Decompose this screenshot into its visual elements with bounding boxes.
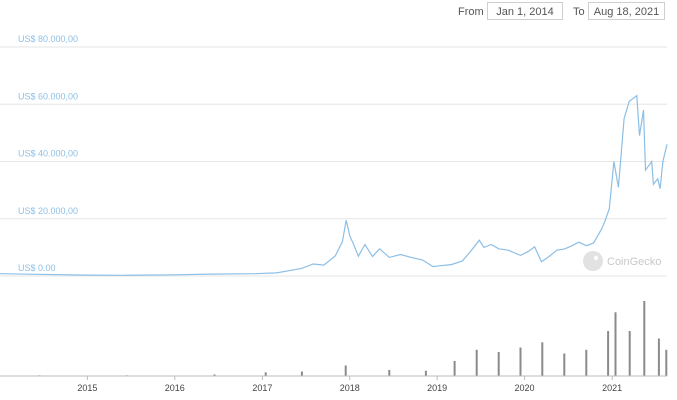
y-axis-labels: US$ 0.00 US$ 20.000,00 US$ 40.000,00 US$ 60… (18, 34, 78, 273)
volume-bar (585, 349, 588, 377)
volume-bars (38, 301, 668, 377)
from-label: From (458, 6, 484, 18)
volume-bar (657, 338, 660, 376)
to-date-input[interactable]: Aug 18, 2021 (588, 2, 665, 20)
x-tick-label: 2015 (77, 383, 97, 393)
y-tick-label: US$ 80.000,00 (18, 34, 78, 44)
x-tick-label: 2019 (427, 383, 447, 393)
volume-bar (563, 353, 566, 376)
y-tick-label: US$ 60.000,00 (18, 91, 78, 101)
x-tick-label: 2017 (252, 383, 272, 393)
volume-bar (519, 347, 522, 376)
volume-bar (264, 372, 267, 377)
volume-bar (614, 312, 617, 377)
volume-bar (607, 331, 610, 376)
y-tick-label: US$ 20.000,00 (18, 206, 78, 216)
x-axis-labels: 2015 2016 2017 2018 2019 2020 2021 (77, 376, 622, 393)
grid-lines (0, 46, 667, 277)
x-tick-label: 2021 (602, 383, 622, 393)
from-date-input[interactable]: Jan 1, 2014 (487, 2, 563, 20)
coingecko-watermark: CoinGecko (583, 251, 661, 271)
volume-bar (344, 365, 347, 376)
volume-bar (628, 331, 631, 376)
volume-bar (665, 349, 668, 377)
coingecko-logo-icon (583, 251, 603, 271)
volume-bar (475, 349, 478, 377)
date-range-bar: From Jan 1, 2014 To Aug 18, 2021 (0, 0, 677, 26)
watermark-text: CoinGecko (607, 256, 661, 268)
volume-bar (213, 374, 216, 376)
price-series-line (0, 94, 668, 276)
x-tick-label: 2020 (515, 383, 535, 393)
to-label: To (573, 6, 585, 18)
volume-bar (424, 370, 427, 377)
y-tick-label: US$ 40.000,00 (18, 149, 78, 159)
volume-bar (541, 342, 544, 377)
volume-bar (497, 352, 500, 376)
x-tick-label: 2018 (340, 383, 360, 393)
volume-bar (453, 361, 456, 376)
y-tick-label: US$ 0.00 (18, 263, 56, 273)
volume-bar (643, 301, 646, 376)
coingecko-logo-eye (593, 255, 599, 261)
x-tick-label: 2016 (165, 383, 185, 393)
volume-bar (388, 370, 391, 376)
volume-bar (300, 371, 303, 376)
